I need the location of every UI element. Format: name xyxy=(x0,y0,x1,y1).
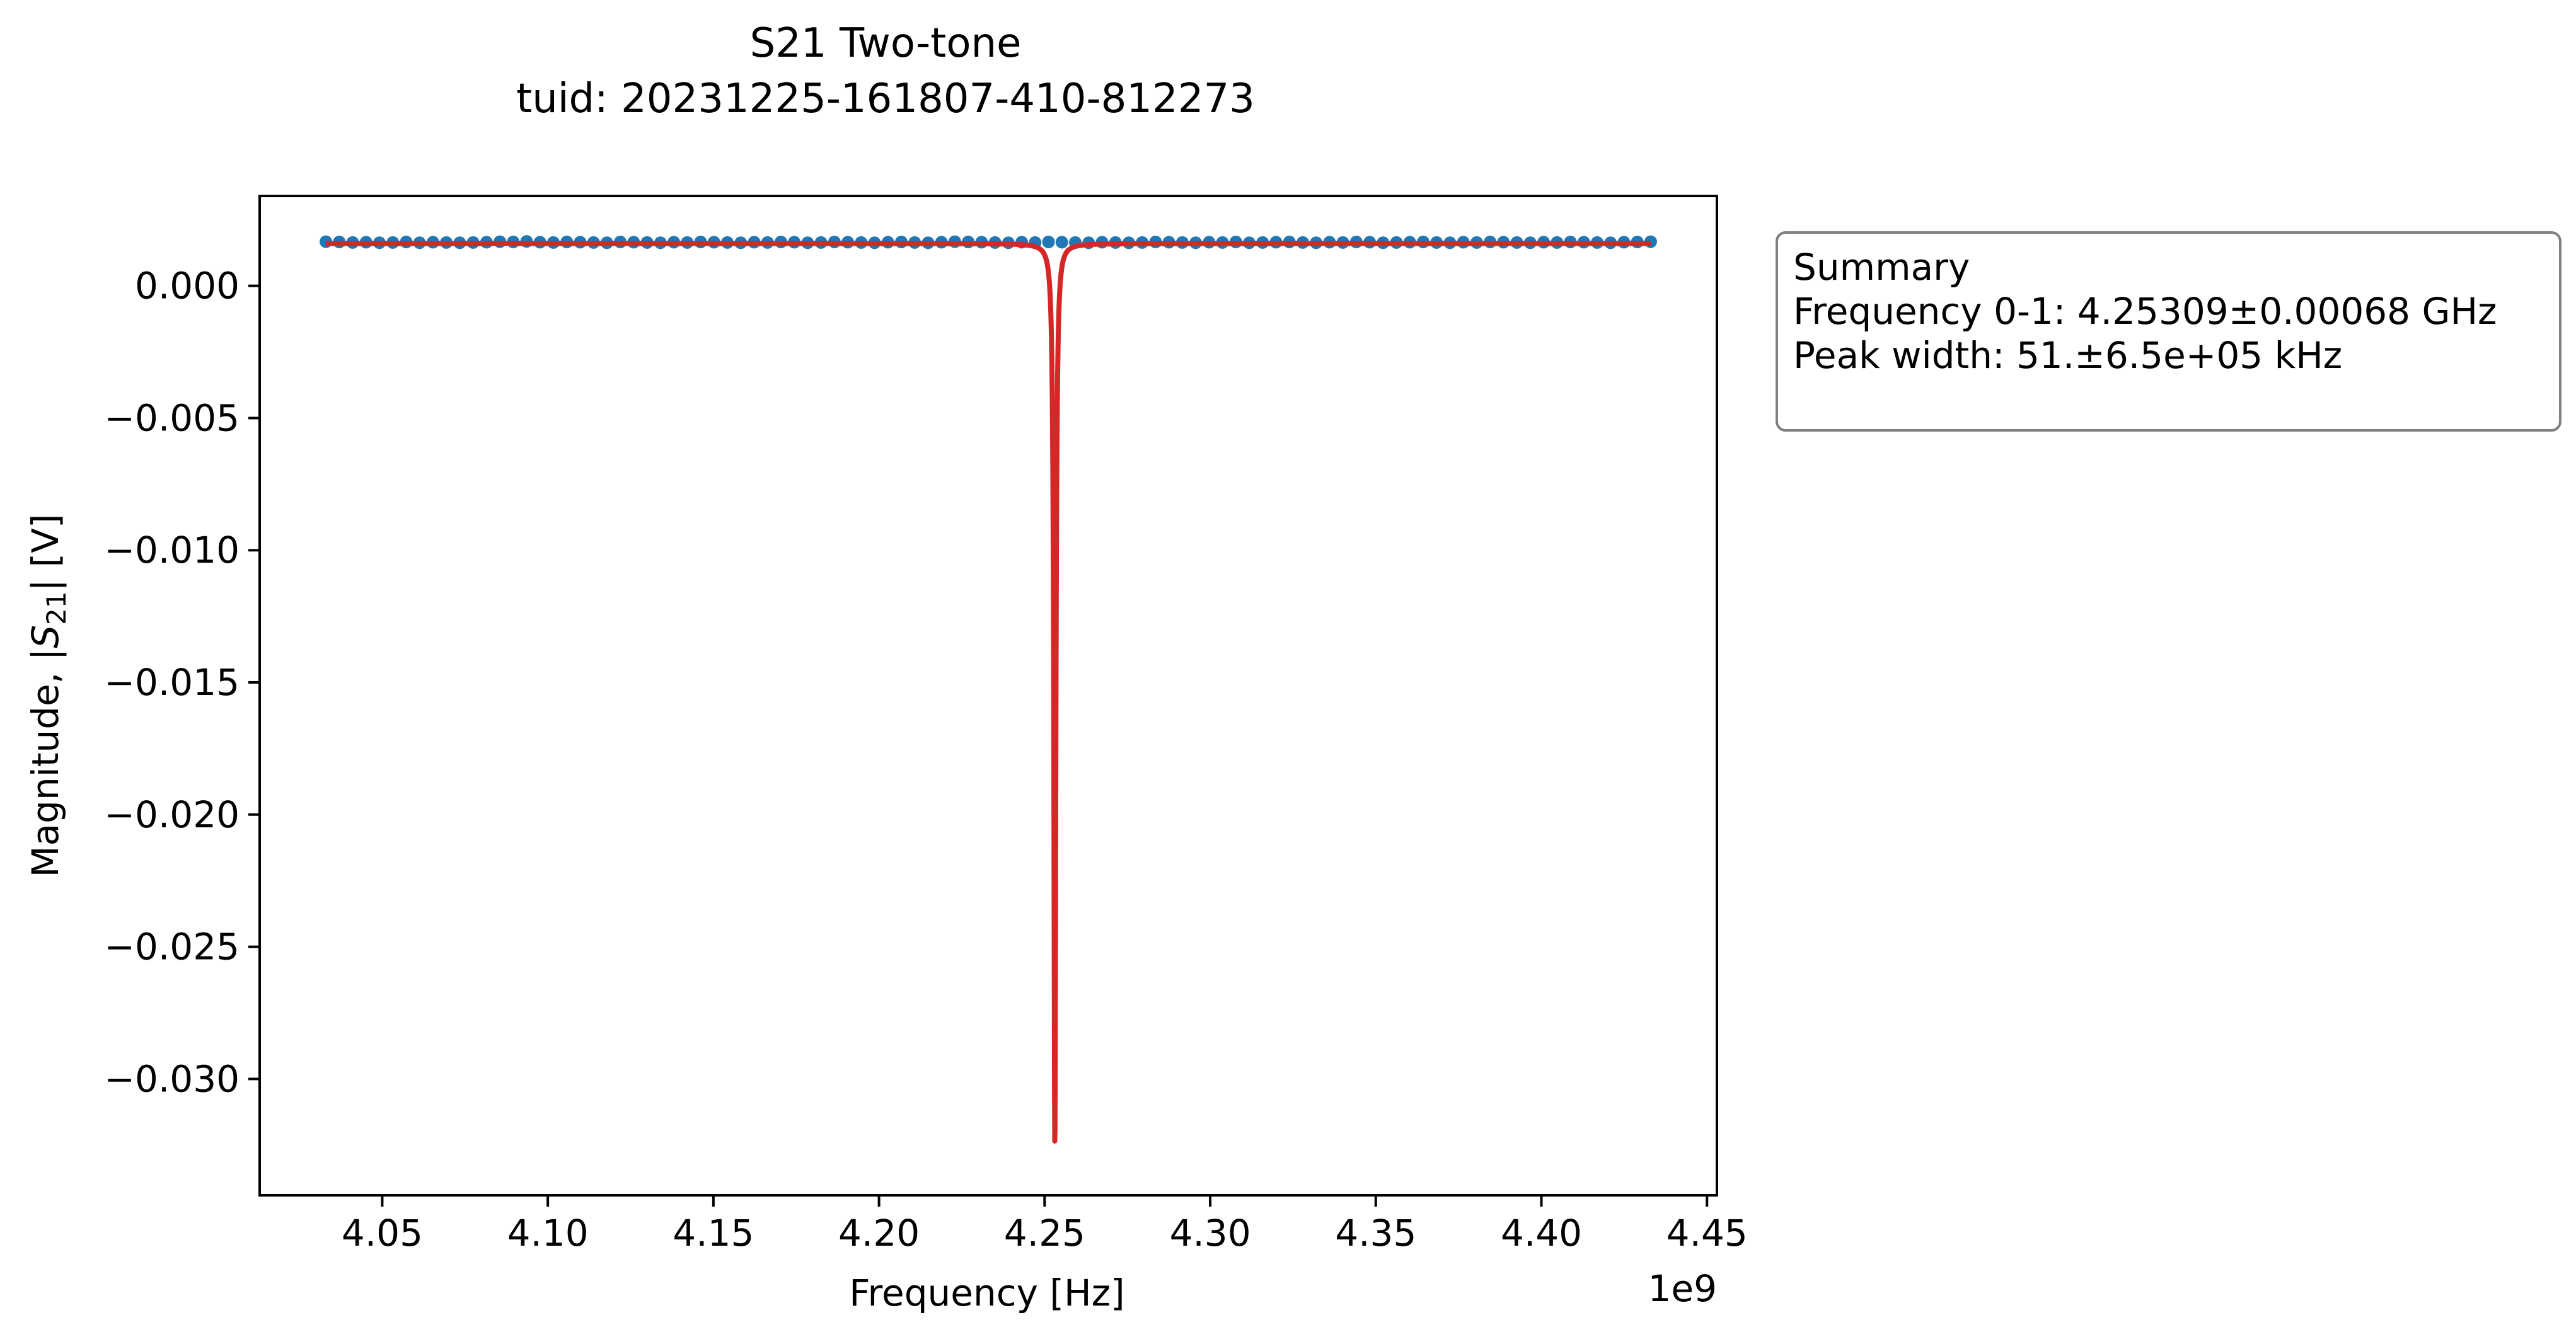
summary-box: Summary Frequency 0-1: 4.25309±0.00068 G… xyxy=(1776,231,2562,432)
y-label-subscript: 21 xyxy=(41,591,72,624)
y-label-symbol: S xyxy=(24,625,67,648)
x-tick-label: 4.45 xyxy=(1666,1212,1748,1255)
summary-peak-width: Peak width: 51.±6.5e+05 kHz xyxy=(1793,334,2343,377)
y-label-prefix: Magnitude, | xyxy=(24,648,67,878)
x-axis-label: Frequency [Hz] xyxy=(849,1272,1124,1314)
y-tick-label: 0.000 xyxy=(135,265,240,307)
x-tick-label: 4.40 xyxy=(1501,1212,1582,1255)
x-tick-label: 4.05 xyxy=(342,1212,423,1255)
x-tick-label: 4.25 xyxy=(1004,1212,1085,1255)
x-axis: 4.05 4.10 4.15 4.20 4.25 4.30 4.35 4.40 4.45 xyxy=(342,1195,1748,1255)
y-tick-label: −0.020 xyxy=(104,793,240,836)
x-tick-label: 4.30 xyxy=(1169,1212,1250,1255)
data-point xyxy=(1042,236,1055,249)
y-label-suffix: | [V] xyxy=(24,514,67,592)
summary-title: Summary xyxy=(1793,246,1970,289)
chart-title: S21 Two-tone xyxy=(750,20,1022,67)
fit-line xyxy=(323,241,1653,1144)
x-tick-label: 4.15 xyxy=(673,1212,754,1255)
y-tick-label: −0.005 xyxy=(104,396,240,439)
y-tick-label: −0.025 xyxy=(104,926,240,968)
y-tick-label: −0.010 xyxy=(104,529,240,571)
x-tick-label: 4.20 xyxy=(838,1212,920,1255)
chart-subtitle: tuid: 20231225-161807-410-812273 xyxy=(516,76,1255,122)
y-axis-label: Magnitude, |S21| [V] xyxy=(24,514,72,878)
plot-series-group xyxy=(320,235,1657,1144)
x-tick-label: 4.35 xyxy=(1335,1212,1416,1255)
y-tick-label: −0.030 xyxy=(104,1057,240,1100)
data-point xyxy=(1055,236,1068,249)
plot-frame xyxy=(258,195,1718,1197)
y-tick-label: −0.015 xyxy=(104,661,240,704)
summary-frequency: Frequency 0-1: 4.25309±0.00068 GHz xyxy=(1793,290,2497,333)
x-tick-label: 4.10 xyxy=(507,1212,589,1255)
y-axis: 0.000 −0.005 −0.010 −0.015 −0.020 −0.025 −0.03… xyxy=(104,265,260,1100)
x-offset-label: 1e9 xyxy=(1648,1267,1718,1310)
